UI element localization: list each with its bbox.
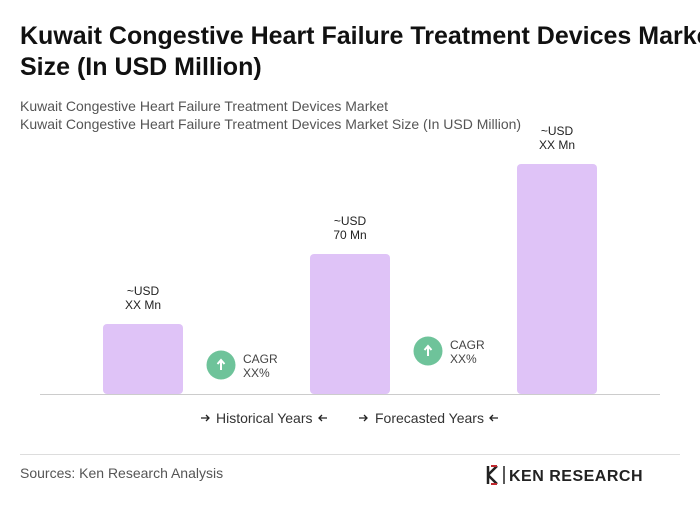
subtitle: Kuwait Congestive Heart Failure Treatmen… — [20, 98, 388, 114]
title-line: Kuwait Congestive Heart Failure Treatmen… — [20, 22, 700, 50]
source: Sources: Ken Research Analysis — [20, 465, 223, 481]
cagr-label: CAGR — [243, 352, 278, 366]
cagr-arrow — [423, 344, 433, 356]
cagr-label: CAGR — [450, 338, 485, 352]
value-label: 70 Mn — [333, 228, 366, 242]
bar — [517, 164, 597, 394]
legend-arrow — [359, 414, 368, 422]
cagr-label: XX% — [450, 352, 477, 366]
value-label: XX Mn — [125, 298, 161, 312]
legend-arrow — [318, 414, 327, 422]
value-label: XX Mn — [539, 138, 575, 152]
subtitle: Kuwait Congestive Heart Failure Treatmen… — [20, 116, 521, 132]
legend-arrow — [489, 414, 498, 422]
value-label: ~USD — [127, 284, 160, 298]
title-line: Size (In USD Million) — [20, 53, 262, 81]
chart-title: Kuwait Congestive Heart Failure Treatmen… — [20, 22, 700, 81]
cagr-label: XX% — [243, 366, 270, 380]
legend-arrow — [201, 414, 210, 422]
logo: KEN RESEARCH — [486, 465, 643, 485]
legend-label: Historical Years — [216, 410, 313, 426]
legend-label: Forecasted Years — [375, 410, 484, 426]
logo-text: KEN RESEARCH — [509, 468, 643, 485]
bar — [310, 254, 390, 394]
value-label: ~USD — [334, 214, 367, 228]
cagr-arrow — [216, 358, 226, 370]
value-label: ~USD — [541, 124, 574, 138]
bar — [103, 324, 183, 394]
